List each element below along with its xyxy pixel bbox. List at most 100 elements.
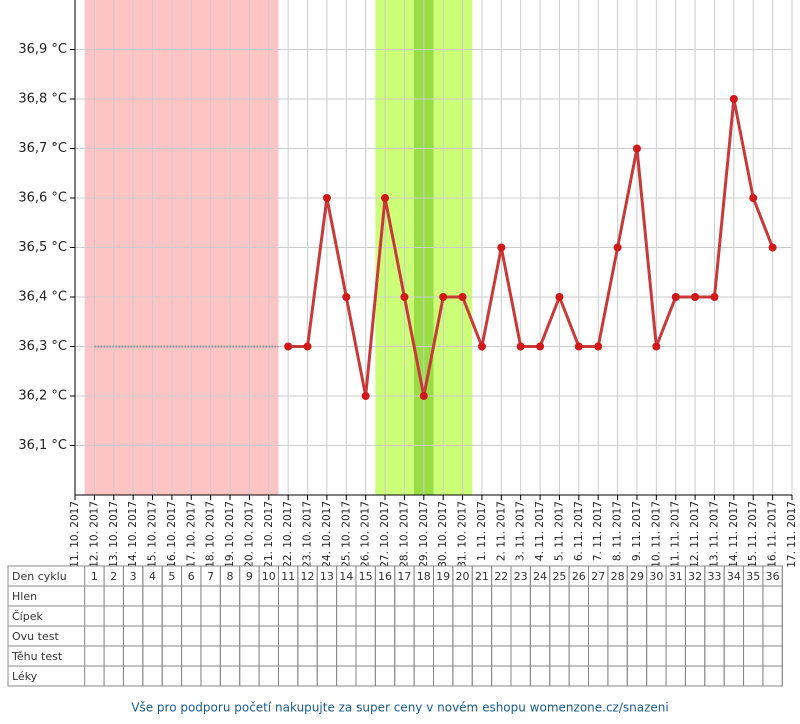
x-tick-label: 21. 10. 2017 — [263, 501, 275, 568]
cycle-day: 17 — [397, 570, 411, 583]
cycle-day: 31 — [669, 570, 683, 583]
cycle-day: 15 — [359, 570, 373, 583]
footer-link[interactable]: Vše pro podporu početí nakupujte za supe… — [131, 701, 668, 715]
x-tick-label: 11. 10. 2017 — [69, 501, 81, 568]
row-label: Čípek — [12, 610, 43, 623]
cycle-day: 24 — [533, 570, 547, 583]
cycle-day: 6 — [188, 570, 195, 583]
table-cell — [762, 665, 783, 687]
y-tick-label: 36,2 °C — [18, 389, 67, 404]
x-tick-label: 17. 11. 2017 — [786, 501, 798, 568]
data-point — [574, 342, 583, 351]
x-tick-label: 14. 10. 2017 — [127, 501, 139, 568]
y-tick-label: 36,7 °C — [18, 141, 67, 156]
x-tick-label: 23. 10. 2017 — [302, 501, 314, 568]
cycle-day: 36 — [766, 570, 780, 583]
cycle-day: 19 — [436, 570, 450, 583]
x-tick-label: 16. 10. 2017 — [166, 501, 178, 568]
data-point — [613, 243, 622, 252]
cycle-day: 35 — [746, 570, 760, 583]
x-tick-label: 9. 11. 2017 — [631, 501, 643, 561]
cycle-day: 20 — [456, 570, 470, 583]
x-tick-label: 28. 10. 2017 — [398, 501, 410, 568]
y-tick-label: 36,9 °C — [18, 42, 67, 57]
x-tick-label: 15. 10. 2017 — [147, 501, 159, 568]
x-tick-label: 29. 10. 2017 — [418, 501, 430, 568]
x-tick-label: 20. 10. 2017 — [243, 501, 255, 568]
data-point — [458, 293, 467, 301]
data-point — [536, 342, 545, 351]
data-point — [322, 194, 331, 202]
row-label: Hlen — [12, 590, 37, 603]
data-point — [497, 243, 506, 252]
cycle-day: 1 — [91, 570, 98, 583]
cycle-day: 14 — [339, 570, 353, 583]
data-point — [710, 293, 719, 301]
cycle-day: 27 — [591, 570, 605, 583]
data-point — [632, 144, 641, 153]
cycle-day: 29 — [630, 570, 644, 583]
cycle-day: 33 — [707, 570, 721, 583]
x-tick-label: 7. 11. 2017 — [592, 501, 604, 561]
data-point — [691, 293, 700, 301]
data-point — [768, 243, 777, 252]
y-tick-label: 36,4 °C — [18, 290, 67, 305]
x-tick-label: 22. 10. 2017 — [282, 501, 294, 568]
cycle-day: 28 — [611, 570, 625, 583]
x-tick-label: 3. 11. 2017 — [515, 501, 527, 561]
data-point — [400, 293, 409, 301]
x-tick-label: 14. 11. 2017 — [728, 501, 740, 568]
data-point — [516, 342, 525, 351]
row-label: Den cyklu — [12, 570, 67, 583]
x-tick-label: 12. 11. 2017 — [689, 501, 701, 568]
cycle-day: 18 — [417, 570, 431, 583]
cycle-day: 22 — [494, 570, 508, 583]
data-point — [671, 293, 680, 301]
cycle-day: 23 — [514, 570, 528, 583]
x-tick-label: 5. 11. 2017 — [553, 501, 565, 561]
x-tick-label: 13. 11. 2017 — [708, 501, 720, 568]
cycle-day: 30 — [649, 570, 663, 583]
x-tick-label: 25. 10. 2017 — [340, 501, 352, 568]
cycle-day: 7 — [207, 570, 214, 583]
x-tick-label: 4. 11. 2017 — [534, 501, 546, 561]
y-tick-label: 36,5 °C — [18, 240, 67, 255]
cycle-day: 8 — [227, 570, 234, 583]
cycle-day: 5 — [168, 570, 175, 583]
cycle-day: 4 — [149, 570, 156, 583]
x-tick-label: 19. 10. 2017 — [224, 501, 236, 568]
data-point — [439, 293, 448, 301]
x-tick-label: 16. 11. 2017 — [767, 501, 779, 568]
data-point — [652, 342, 661, 351]
data-point — [729, 95, 738, 103]
data-point — [477, 342, 486, 351]
x-tick-label: 10. 11. 2017 — [650, 501, 662, 568]
cycle-day: 32 — [688, 570, 702, 583]
cycle-day: 12 — [301, 570, 315, 583]
cycle-day: 26 — [572, 570, 586, 583]
cycle-day: 2 — [110, 570, 117, 583]
data-point — [419, 392, 428, 400]
x-tick-label: 6. 11. 2017 — [573, 501, 585, 561]
cycle-day: 10 — [262, 570, 276, 583]
cycle-day: 25 — [552, 570, 566, 583]
cycle-day: 3 — [130, 570, 137, 583]
data-point — [284, 342, 293, 351]
cycle-day: 13 — [320, 570, 334, 583]
x-tick-label: 13. 10. 2017 — [108, 501, 120, 568]
x-tick-label: 8. 11. 2017 — [612, 501, 624, 561]
cycle-day: 34 — [727, 570, 741, 583]
data-point — [749, 194, 758, 202]
row-label: Těhu test — [11, 650, 63, 663]
cycle-day: 16 — [378, 570, 392, 583]
data-point — [594, 342, 603, 351]
cycle-day: 21 — [475, 570, 489, 583]
x-tick-label: 30. 10. 2017 — [437, 501, 449, 568]
cycle-day: 9 — [246, 570, 253, 583]
y-tick-label: 36,3 °C — [18, 339, 67, 354]
row-label: Ovu test — [12, 630, 59, 643]
cycle-day: 11 — [281, 570, 295, 583]
y-tick-label: 36,8 °C — [18, 92, 67, 107]
row-label: Léky — [12, 670, 38, 683]
